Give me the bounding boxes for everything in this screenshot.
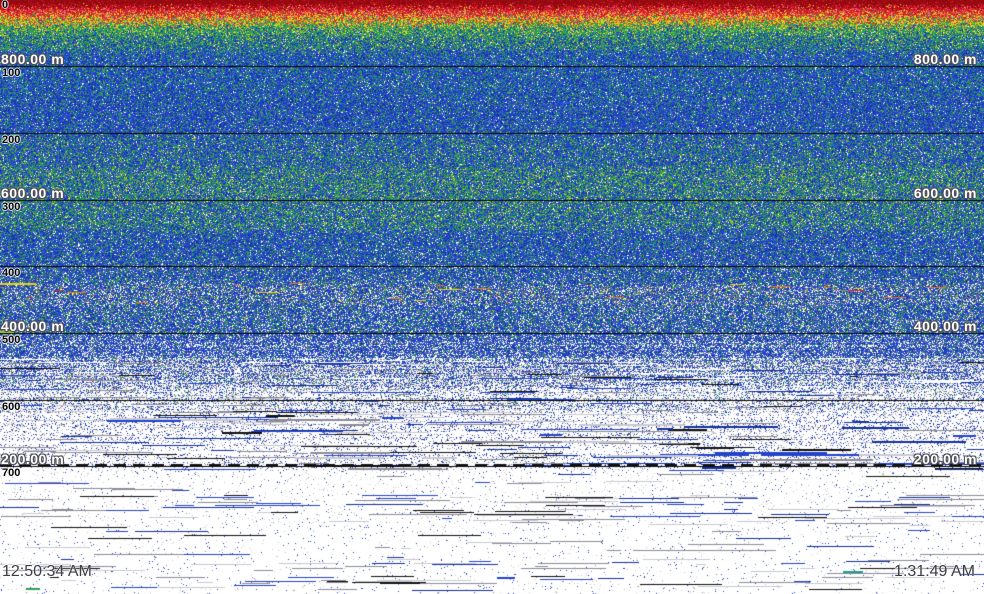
range-line-label-right-400: 400.00 m — [913, 318, 977, 334]
depth-tick-0: 0 — [2, 0, 9, 11]
timestamp-end: 1:31:49 AM — [894, 563, 975, 580]
range-line-label-right-200: 200.00 m — [913, 451, 977, 467]
depth-tick-200: 200 — [2, 134, 21, 146]
range-line-label-left-400: 400.00 m — [1, 318, 65, 334]
range-line-label-right-800: 800.00 m — [913, 51, 977, 67]
range-line-label-left-800: 800.00 m — [1, 51, 65, 67]
depth-tick-100: 100 — [2, 67, 21, 79]
depth-tick-400: 400 — [2, 267, 21, 279]
depth-tick-500: 500 — [2, 334, 21, 346]
range-line-label-left-600: 600.00 m — [1, 185, 65, 201]
range-line-label-left-200: 200.00 m — [1, 451, 65, 467]
range-line-label-right-600: 600.00 m — [913, 185, 977, 201]
timestamp-start: 12:50:34 AM — [2, 563, 92, 580]
depth-tick-300: 300 — [2, 201, 21, 213]
depth-tick-700: 700 — [2, 467, 21, 479]
depth-tick-600: 600 — [2, 401, 21, 413]
